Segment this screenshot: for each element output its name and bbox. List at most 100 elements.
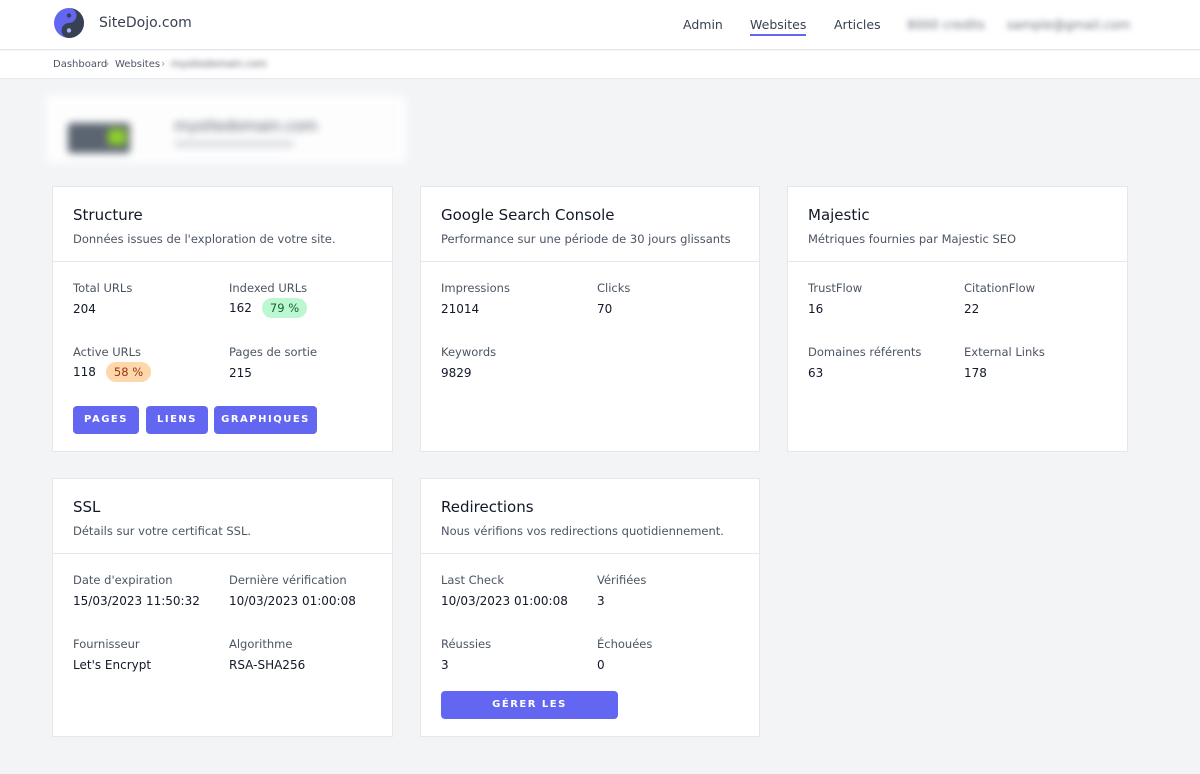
verified-stat: Vérifiées 3 [597, 573, 646, 608]
majestic-card: Majestic Métriques fournies par Majestic… [787, 186, 1128, 452]
stat-value: 21014 [441, 302, 480, 316]
liens-button[interactable]: LIENS [146, 406, 208, 434]
ssl-card: SSL Détails sur votre certificat SSL. Da… [52, 478, 393, 737]
gsc-card-header: Google Search Console Performance sur un… [421, 187, 759, 262]
brand-name[interactable]: SiteDojo.com [99, 15, 192, 31]
redirections-card: Redirections Nous vérifions vos redirect… [420, 478, 760, 738]
top-navbar: SiteDojo.com Admin Websites Articles 800… [0, 0, 1200, 50]
stat-label: External Links [964, 345, 1045, 359]
indexed-percent-badge: 79 % [261, 298, 308, 318]
stat-label: Total URLs [73, 281, 133, 295]
gsc-card: Google Search Console Performance sur un… [420, 186, 760, 452]
breadcrumb-websites[interactable]: Websites [115, 59, 161, 70]
ssl-subtitle: Détails sur votre certificat SSL. [73, 524, 252, 538]
stat-label: Date d'expiration [73, 573, 173, 587]
stat-value: 10/03/2023 01:00:08 [441, 594, 568, 608]
stat-label: Algorithme [229, 637, 293, 651]
citationflow-stat: CitationFlow 22 [964, 281, 1035, 316]
structure-title: Structure [73, 206, 143, 224]
stat-value: RSA-SHA256 [229, 658, 306, 672]
redirections-title: Redirections [441, 498, 534, 516]
successful-stat: Réussies 3 [441, 637, 491, 672]
site-thumbnail [68, 123, 130, 153]
breadcrumb-dashboard[interactable]: Dashboard [53, 59, 108, 70]
chevron-right-icon: › [105, 57, 110, 70]
stat-label: Dernière vérification [229, 573, 347, 587]
impressions-stat: Impressions 21014 [441, 281, 510, 316]
stat-value: 16 [808, 302, 824, 316]
majestic-card-header: Majestic Métriques fournies par Majestic… [788, 187, 1127, 262]
yin-yang-logo-icon[interactable] [53, 7, 85, 39]
majestic-title: Majestic [808, 206, 870, 224]
nav-articles[interactable]: Articles [834, 17, 881, 32]
chevron-right-icon: › [161, 57, 166, 70]
provider-stat: Fournisseur Let's Encrypt [73, 637, 151, 672]
stat-label: Domaines référents [808, 345, 922, 359]
site-subtitle-placeholder [174, 141, 294, 147]
stat-label: Active URLs [73, 345, 142, 359]
stat-label: TrustFlow [808, 281, 863, 295]
stat-value: 118 [73, 365, 96, 379]
stat-value: 3 [597, 594, 605, 608]
stat-label: Keywords [441, 345, 497, 359]
nav-websites[interactable]: Websites [750, 17, 807, 36]
stat-label: Clicks [597, 281, 631, 295]
redirections-subtitle: Nous vérifions vos redirections quotidie… [441, 524, 724, 538]
clicks-stat: Clicks 70 [597, 281, 630, 316]
gsc-subtitle: Performance sur une période de 30 jours … [441, 232, 731, 246]
stat-value: 162 [229, 301, 252, 315]
pages-button[interactable]: PAGES [73, 406, 139, 434]
nav-credits[interactable]: 8000 credits [907, 17, 986, 32]
breadcrumb: Dashboard › Websites › mysitedomain.com [0, 51, 1200, 79]
manage-redirections-button[interactable]: GÉRER LES REDIRECTIONS [441, 691, 618, 738]
stat-value: 70 [597, 302, 613, 316]
stat-value: 215 [229, 366, 252, 380]
breadcrumb-current-site: mysitedomain.com [171, 59, 267, 70]
stat-label: Réussies [441, 637, 492, 651]
stat-label: Indexed URLs [229, 281, 308, 295]
stat-value: 63 [808, 366, 824, 380]
stat-value: 204 [73, 302, 96, 316]
stat-label: Impressions [441, 281, 510, 295]
exit-pages-stat: Pages de sortie 215 [229, 345, 317, 380]
algorithm-stat: Algorithme RSA-SHA256 [229, 637, 305, 672]
external-links-stat: External Links 178 [964, 345, 1045, 380]
graphiques-button[interactable]: GRAPHIQUES [214, 406, 317, 434]
stat-value: 10/03/2023 01:00:08 [229, 594, 356, 608]
indexed-urls-stat: Indexed URLs 162 79 % [229, 281, 307, 318]
stat-value: 9829 [441, 366, 472, 380]
stat-value-row: 162 79 % [229, 298, 308, 318]
stat-value: 178 [964, 366, 987, 380]
site-header: mysitedomain.com [46, 95, 406, 163]
last-verification-stat: Dernière vérification 10/03/2023 01:00:0… [229, 573, 356, 608]
stat-label: Vérifiées [597, 573, 647, 587]
redirections-card-header: Redirections Nous vérifions vos redirect… [421, 479, 759, 554]
failed-stat: Échouées 0 [597, 637, 652, 672]
expiry-date-stat: Date d'expiration 15/03/2023 11:50:32 [73, 573, 200, 608]
stat-value-row: 118 58 % [73, 362, 152, 382]
keywords-stat: Keywords 9829 [441, 345, 496, 380]
stat-value: 0 [597, 658, 605, 672]
nav-admin[interactable]: Admin [683, 17, 723, 32]
stat-value: 15/03/2023 11:50:32 [73, 594, 200, 608]
referring-domains-stat: Domaines référents 63 [808, 345, 921, 380]
stat-label: Fournisseur [73, 637, 140, 651]
structure-card: Structure Données issues de l'exploratio… [52, 186, 393, 452]
trustflow-stat: TrustFlow 16 [808, 281, 862, 316]
ssl-title: SSL [73, 498, 101, 516]
active-percent-badge: 58 % [105, 362, 152, 382]
total-urls-stat: Total URLs 204 [73, 281, 132, 316]
site-name: mysitedomain.com [174, 117, 318, 135]
majestic-subtitle: Métriques fournies par Majestic SEO [808, 232, 1017, 246]
nav-user-email[interactable]: sample@gmail.com [1007, 17, 1131, 32]
active-urls-stat: Active URLs 118 58 % [73, 345, 152, 382]
stat-label: Échouées [597, 637, 653, 651]
stat-value: 22 [964, 302, 980, 316]
stat-label: Last Check [441, 573, 504, 587]
gsc-title: Google Search Console [441, 206, 615, 224]
stat-value: Let's Encrypt [73, 658, 152, 672]
structure-card-header: Structure Données issues de l'exploratio… [53, 187, 392, 262]
stat-label: Pages de sortie [229, 345, 318, 359]
stat-value: 3 [441, 658, 449, 672]
last-check-stat: Last Check 10/03/2023 01:00:08 [441, 573, 568, 608]
